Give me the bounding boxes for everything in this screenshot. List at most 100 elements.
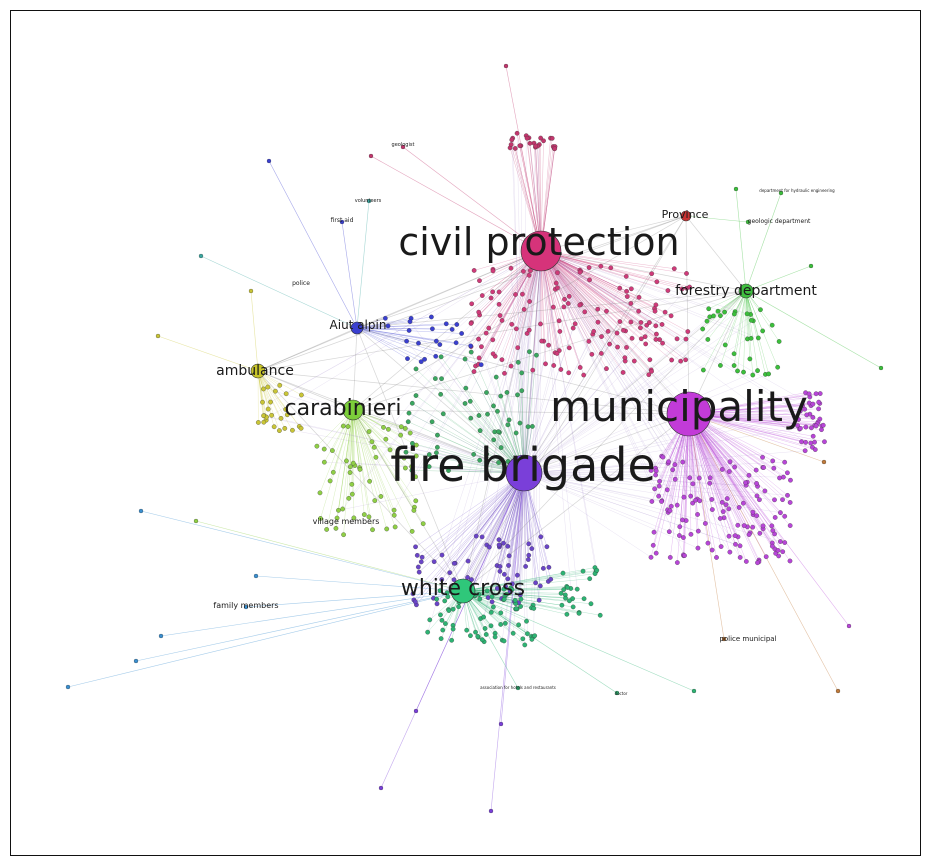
edge — [540, 250, 668, 291]
leaf-node — [762, 488, 768, 494]
leaf-node — [406, 328, 412, 333]
leaf-node — [283, 391, 289, 397]
edge — [688, 413, 758, 563]
leaf-node — [488, 808, 494, 814]
edge — [352, 409, 412, 467]
leaf-node — [443, 621, 448, 626]
leaf-node — [468, 415, 474, 421]
leaf-node — [442, 598, 448, 604]
edge — [461, 472, 525, 582]
edge — [370, 155, 542, 252]
leaf-node — [737, 555, 743, 560]
leaf-node — [561, 304, 567, 310]
edge — [352, 409, 417, 457]
edge — [67, 590, 464, 688]
leaf-node — [566, 345, 572, 351]
leaf-node — [438, 354, 444, 360]
edge — [540, 250, 741, 558]
leaf-node — [741, 369, 746, 375]
edge — [266, 416, 525, 474]
edge — [416, 472, 525, 605]
edge — [352, 409, 395, 516]
leaf-node — [357, 467, 363, 472]
leaf-node — [787, 558, 793, 564]
edge — [533, 250, 542, 637]
edge — [257, 370, 288, 415]
leaf-node — [683, 336, 689, 342]
leaf-node — [722, 309, 727, 315]
leaf-node — [517, 420, 523, 426]
leaf-node — [505, 576, 511, 582]
leaf-node — [193, 518, 199, 524]
leaf-node — [490, 337, 496, 343]
edge — [540, 250, 663, 325]
leaf-node — [714, 555, 719, 560]
edge — [523, 307, 554, 474]
edge — [462, 590, 532, 637]
edge — [462, 578, 590, 592]
edge — [412, 250, 542, 444]
leaf-node — [586, 265, 592, 270]
leaf-node — [479, 344, 484, 350]
leaf-node — [721, 636, 727, 642]
leaf-node — [490, 351, 496, 357]
edge — [333, 409, 354, 473]
edge — [540, 250, 657, 340]
leaf-node — [439, 617, 445, 623]
edge — [523, 472, 683, 521]
leaf-node — [576, 611, 582, 616]
leaf-node — [468, 349, 474, 355]
leaf-node — [816, 399, 822, 405]
leaf-node — [553, 280, 559, 286]
edge — [528, 250, 542, 544]
hub-node-civil-protection — [520, 230, 562, 272]
leaf-node — [718, 363, 723, 368]
leaf-node — [402, 426, 408, 431]
edge — [520, 472, 525, 595]
leaf-node — [418, 559, 424, 565]
edge — [356, 327, 407, 342]
edge — [523, 472, 775, 501]
leaf-node — [780, 497, 785, 502]
edge — [417, 472, 525, 556]
edge — [720, 290, 747, 366]
leaf-node — [501, 596, 507, 602]
leaf-node — [277, 382, 283, 388]
edge — [250, 290, 259, 372]
leaf-node — [526, 327, 532, 333]
edge — [523, 309, 761, 474]
leaf-node — [518, 596, 524, 602]
edge — [408, 412, 525, 474]
leaf-node — [643, 341, 649, 347]
leaf-node — [695, 528, 701, 534]
leaf-node — [501, 540, 506, 546]
edge — [523, 461, 683, 474]
leaf-node — [787, 500, 793, 505]
leaf-node — [522, 642, 528, 648]
leaf-node — [846, 623, 852, 629]
leaf-node — [614, 690, 620, 696]
leaf-node — [659, 499, 664, 504]
hub-label-province: Province — [662, 208, 709, 221]
leaf-node — [615, 344, 620, 350]
edge — [352, 409, 376, 501]
leaf-node — [776, 553, 782, 559]
node-label: department for hydraulic engineering — [759, 188, 835, 193]
edge — [257, 370, 300, 427]
leaf-node — [478, 362, 484, 368]
leaf-node — [806, 391, 812, 397]
edge — [745, 265, 812, 292]
leaf-node — [524, 135, 530, 141]
leaf-node — [810, 401, 816, 407]
edge — [523, 472, 785, 543]
leaf-node — [595, 319, 601, 325]
leaf-node — [471, 369, 477, 374]
edge — [512, 250, 542, 634]
edge — [685, 215, 749, 223]
edge — [523, 304, 657, 474]
leaf-node — [504, 390, 510, 395]
edge — [540, 250, 687, 274]
hub-edge — [356, 327, 525, 474]
edge — [352, 409, 354, 495]
edge — [257, 370, 267, 418]
